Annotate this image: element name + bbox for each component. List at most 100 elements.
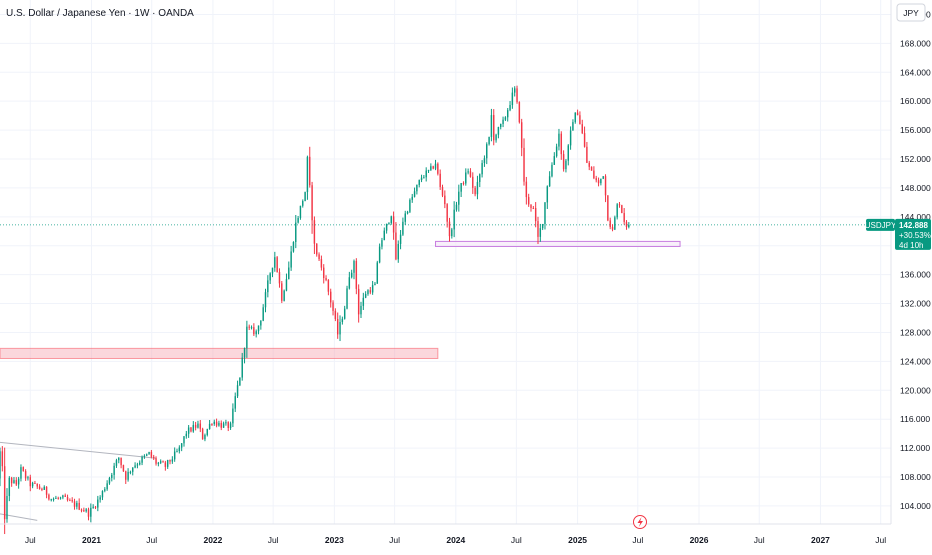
countdown-label: 4d 10h — [899, 241, 923, 250]
candle-body — [597, 180, 600, 184]
candle-body — [257, 325, 260, 332]
candle-body — [362, 297, 365, 306]
currency-button-label: JPY — [903, 8, 919, 18]
candle-body — [534, 208, 537, 222]
candle-body — [409, 199, 411, 212]
candle-body — [101, 490, 104, 498]
candle-body — [13, 480, 15, 484]
candle-body — [399, 234, 402, 244]
candle-body — [418, 180, 420, 185]
candle-body — [551, 164, 553, 177]
candle-body — [150, 451, 153, 457]
candle-body — [206, 428, 209, 435]
x-tick-label: Jul — [389, 535, 400, 545]
candle-body — [618, 204, 621, 206]
candle-body — [264, 292, 267, 308]
candle-body — [20, 467, 22, 479]
candle-body — [469, 171, 472, 177]
candle-body — [192, 424, 195, 432]
candle-body — [134, 465, 136, 468]
x-tick-label: 2021 — [82, 535, 101, 545]
currency-button[interactable]: JPY — [896, 3, 926, 22]
candle-body — [125, 471, 127, 480]
candle-body — [6, 495, 8, 520]
candle-body — [64, 495, 66, 497]
candle-body — [85, 509, 87, 512]
candle-body — [537, 221, 539, 237]
candle-body — [239, 377, 241, 386]
x-tick-label: Jul — [268, 535, 279, 545]
candle-body — [590, 166, 593, 171]
candle-body — [139, 462, 141, 465]
y-tick-label: 112.000 — [900, 443, 930, 453]
candle-body — [420, 177, 423, 181]
candle-body — [348, 277, 351, 289]
candle-body — [66, 496, 69, 501]
candle-body — [600, 178, 602, 184]
candle-body — [490, 115, 493, 137]
candle-body — [162, 461, 164, 463]
candle-body — [383, 230, 386, 241]
candle-body — [357, 288, 360, 315]
candle-body — [504, 117, 507, 120]
candle-body — [22, 467, 25, 472]
candle-body — [52, 498, 55, 500]
symbol-pill — [866, 218, 895, 231]
y-tick-label: 124.000 — [900, 356, 931, 366]
y-tick-label: 132.000 — [900, 299, 931, 309]
candle-body — [579, 115, 581, 125]
candle-body — [364, 294, 367, 298]
candle-body — [334, 310, 337, 320]
candle-body — [248, 326, 250, 328]
candle-body — [353, 260, 355, 273]
candle-body — [34, 482, 36, 484]
candle-body — [243, 348, 246, 358]
candle-body — [432, 166, 434, 169]
candle-body — [546, 186, 549, 203]
candle-body — [24, 471, 27, 479]
candle-body — [290, 251, 292, 268]
candle-body — [513, 88, 516, 93]
candle-body — [541, 223, 544, 229]
candle-body — [180, 443, 183, 448]
candle-body — [460, 183, 462, 192]
candle-body — [234, 396, 236, 409]
candle-body — [69, 500, 71, 502]
candle-body — [500, 123, 502, 128]
trendline — [0, 441, 157, 459]
candle-body — [516, 88, 518, 103]
replay-icon[interactable] — [633, 515, 647, 529]
candle-body — [304, 192, 306, 202]
candle-body — [437, 163, 439, 174]
candle-body — [609, 220, 611, 228]
current-price-label: 142.888 — [899, 221, 928, 230]
candle-body — [157, 462, 160, 464]
candle-body — [495, 134, 497, 141]
candle-body — [169, 459, 171, 462]
candle-body — [106, 483, 108, 490]
candle-body — [118, 457, 120, 461]
candle-body — [323, 267, 325, 279]
candle-body — [3, 466, 6, 520]
candle-body — [318, 254, 320, 260]
candle-body — [204, 434, 206, 440]
supply-zone — [0, 347, 439, 359]
candle-body — [99, 497, 101, 500]
candle-body — [220, 422, 222, 428]
x-tick-label: 2024 — [446, 535, 465, 545]
y-tick-label: 120.000 — [900, 385, 931, 395]
candle-body — [222, 423, 225, 428]
y-tick-label: 152.000 — [900, 154, 931, 164]
candle-body — [332, 302, 334, 311]
candle-body — [10, 477, 13, 484]
candle-body — [152, 456, 155, 459]
candle-body — [76, 502, 78, 507]
candle-body — [15, 480, 18, 485]
candle-body — [164, 462, 167, 467]
candle-body — [278, 272, 281, 284]
candle-body — [190, 427, 192, 432]
candle-body — [199, 423, 202, 429]
